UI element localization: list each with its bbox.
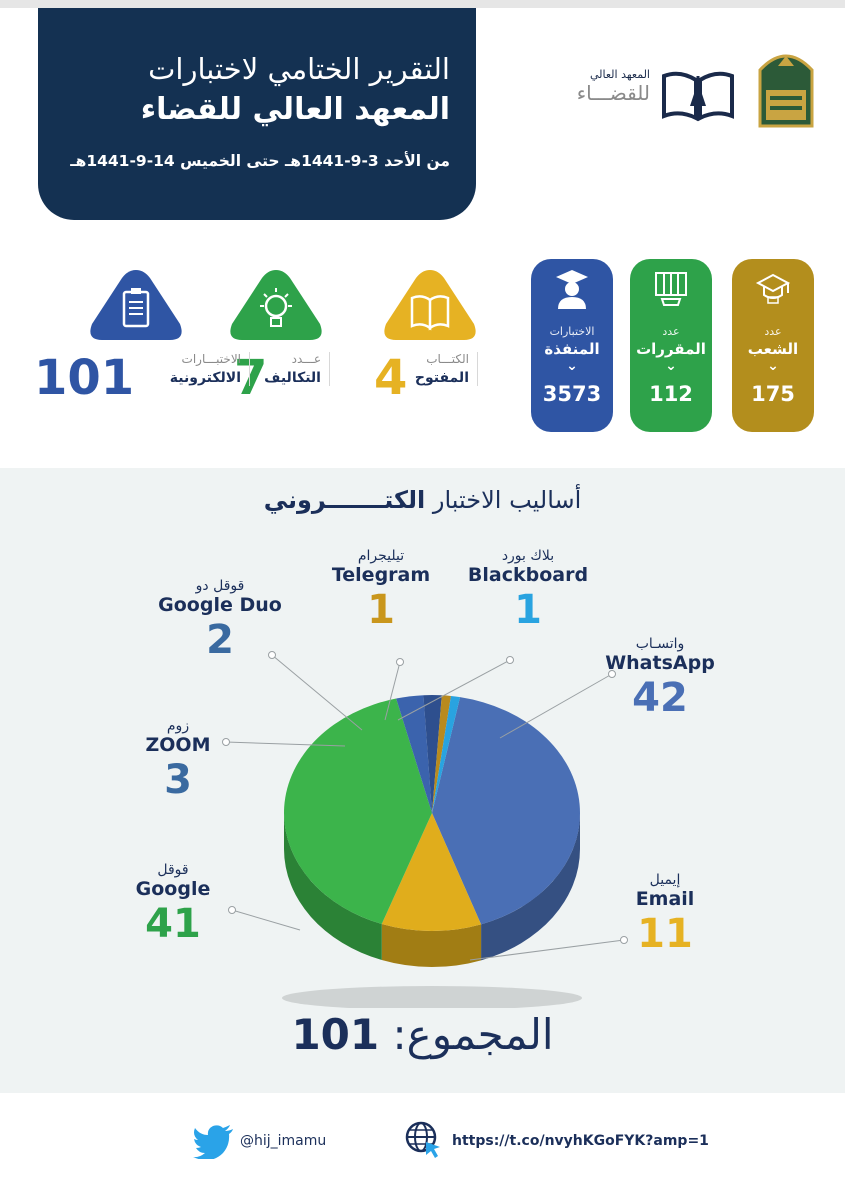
stat-value: 175 (732, 382, 814, 406)
leader-dot (507, 657, 514, 664)
globe-cursor-icon[interactable] (404, 1120, 444, 1160)
stat-label: الاختبارات (531, 325, 613, 338)
university-emblem-icon (756, 46, 816, 130)
data-label: 3 (130, 756, 226, 804)
data-label: 1 (320, 586, 442, 634)
leader-line (232, 910, 300, 930)
stat-pill: عدد الشعب ⌄ 175 (732, 259, 814, 432)
data-label: 42 (600, 674, 720, 722)
date-range: من الأحد 3-9-1441هـ حتى الخميس 14-9-1441… (58, 152, 450, 170)
stat-label-bold: المنفذة (531, 340, 613, 358)
idea-bulb-icon (228, 268, 324, 342)
stat-label-bold: المقررات (630, 340, 712, 358)
data-label: 1 (462, 586, 594, 634)
books-icon (630, 265, 712, 311)
chevron-down-icon: ⌄ (732, 358, 814, 374)
title-line-2: المعهد العالي للقضاء (58, 88, 450, 132)
chart-shadow (282, 986, 582, 1008)
title-line-1: التقرير الختامي لاختبارات (58, 50, 450, 88)
book-scale-logo-icon (660, 66, 736, 124)
stat-label-bold: الشعب (732, 340, 814, 358)
leader-dot (229, 907, 236, 914)
twitter-handle[interactable]: @hij_imamu (240, 1133, 326, 1149)
leader-dot (397, 659, 404, 666)
clipboard-icon (88, 268, 184, 342)
data-label: 2 (150, 616, 290, 664)
twitter-icon[interactable] (193, 1125, 233, 1159)
leader-line (500, 674, 612, 738)
title-banner: التقرير الختامي لاختبارات المعهد العالي … (38, 8, 476, 220)
stat-value: 112 (630, 382, 712, 406)
total-label: المجموع: (392, 1010, 553, 1059)
stat-label: عدد (630, 325, 712, 338)
stat-side-label: الاختبـــارات الالكترونية (140, 352, 250, 386)
website-link[interactable]: https://t.co/nvyhKGoFYK?amp=1 (452, 1133, 709, 1149)
data-label: 11 (610, 910, 720, 958)
chevron-down-icon: ⌄ (630, 358, 712, 374)
leader-line (272, 655, 362, 730)
stat-pill: عدد المقررات ⌄ 112 (630, 259, 712, 432)
graduate-icon (531, 265, 613, 311)
data-label: 41 (120, 900, 226, 948)
stat-pill: الاختبارات المنفذة ⌄ 3573 (531, 259, 613, 432)
open-book-icon (382, 268, 478, 342)
legend-label-zoom: زوم ZOOM 3 (130, 718, 226, 804)
total-row: المجموع: 101 (0, 1010, 845, 1059)
legend-label-google: قوقل Google 41 (120, 862, 226, 948)
stat-label: عدد (732, 325, 814, 338)
stat-side-label: الكتـــاب المفتوح (368, 352, 478, 386)
stat-value: 3573 (531, 382, 613, 406)
institute-wordmark: المعهد العالي للقضـــاء (500, 68, 650, 128)
stat-big-number: 101 (34, 350, 126, 406)
legend-label-telegram: تيليجرام Telegram 1 (320, 548, 442, 634)
total-value: 101 (291, 1010, 379, 1059)
legend-label-blackboard: بلاك بورد Blackboard 1 (462, 548, 594, 634)
top-divider (0, 0, 845, 8)
legend-label-whatsapp: واتسـاب WhatsApp 42 (600, 636, 720, 722)
chevron-down-icon: ⌄ (531, 358, 613, 374)
legend-label-email: إيميل Email 11 (610, 872, 720, 958)
graduation-building-icon (732, 265, 814, 311)
legend-label-google-duo: قوقل دو Google Duo 2 (150, 578, 290, 664)
